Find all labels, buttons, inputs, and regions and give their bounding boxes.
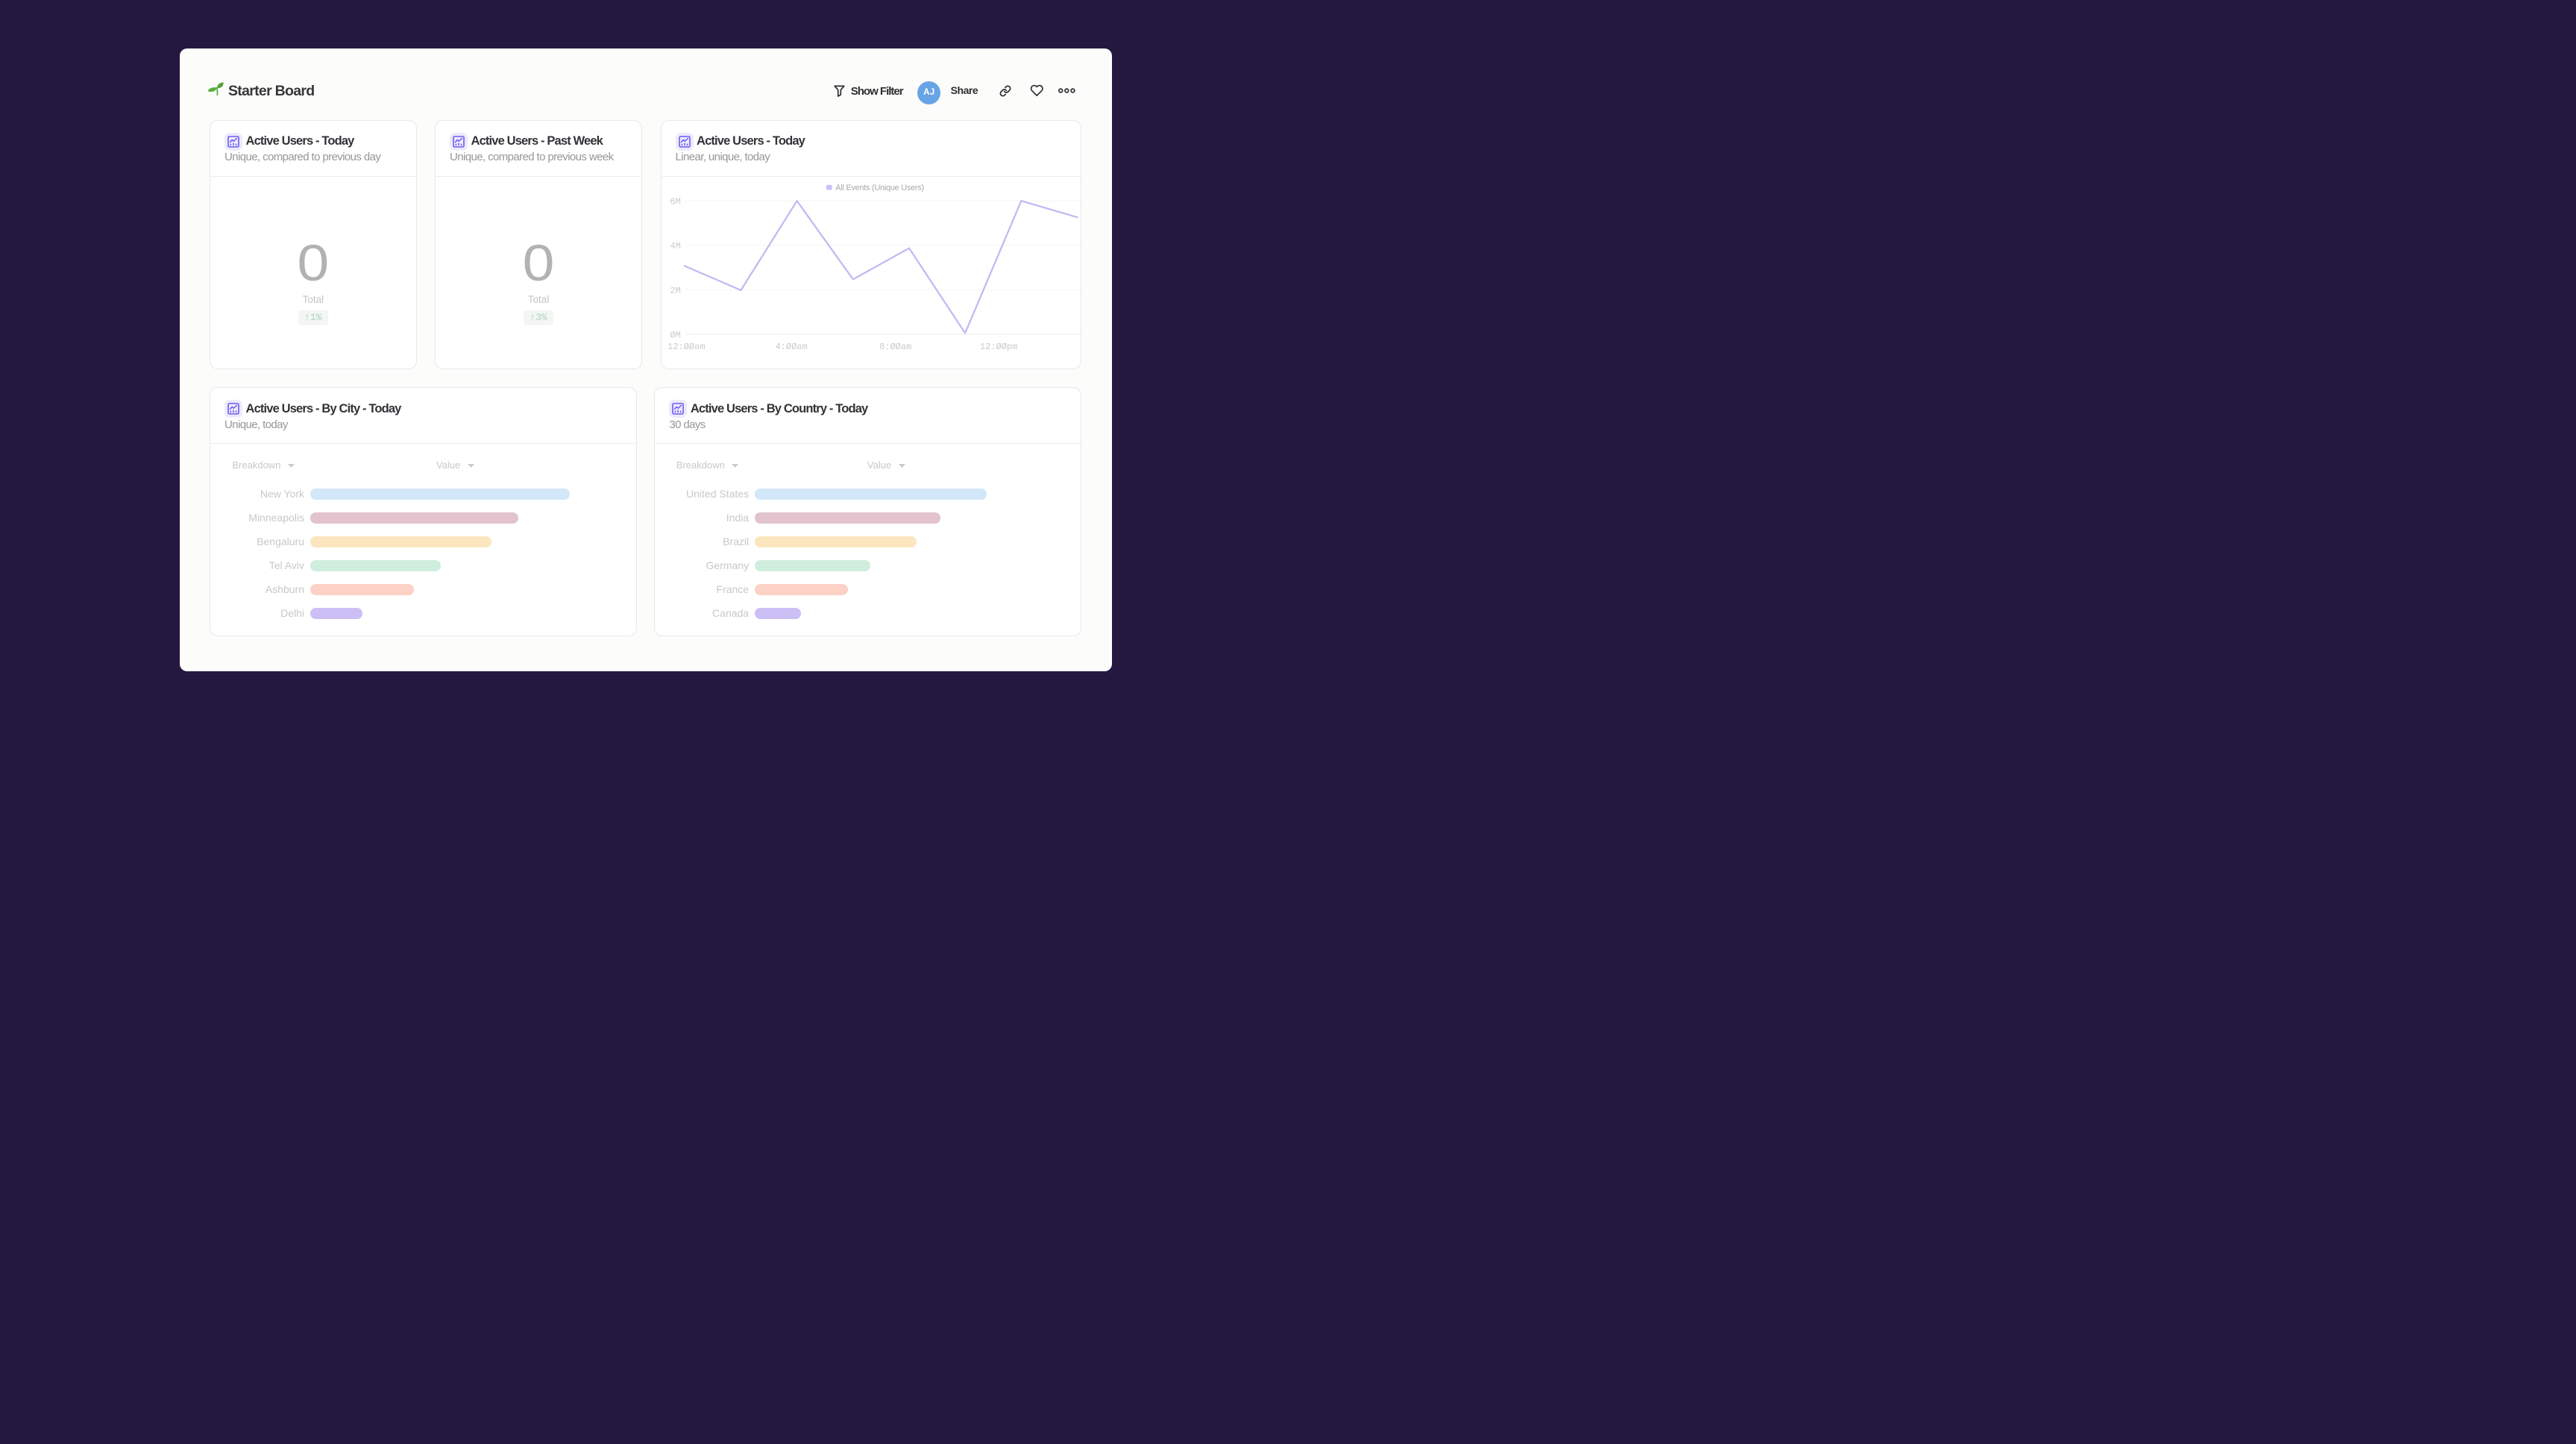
svg-text:12:ØØpm: 12:ØØpm [979, 341, 1017, 351]
svg-text:8:ØØam: 8:ØØam [879, 341, 911, 351]
svg-text:All Events (Unique Users): All Events (Unique Users) [835, 183, 924, 192]
svg-text:12:ØØam: 12:ØØam [667, 341, 705, 351]
svg-text:4M: 4M [670, 241, 680, 251]
svg-text:2M: 2M [670, 285, 680, 295]
svg-text:4:ØØam: 4:ØØam [775, 341, 807, 351]
svg-text:ØM: ØM [670, 330, 680, 340]
svg-text:6M: 6M [670, 196, 680, 207]
